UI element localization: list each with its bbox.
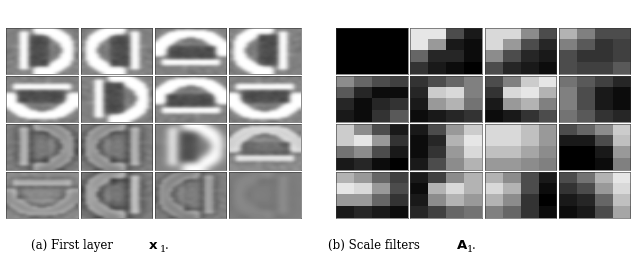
Text: (b) Scale filters: (b) Scale filters [328, 239, 424, 252]
Text: $\mathbf{x}$: $\mathbf{x}$ [148, 239, 159, 252]
Text: (a) First layer: (a) First layer [31, 239, 116, 252]
Text: .: . [165, 239, 169, 252]
Text: .: . [472, 239, 476, 252]
Text: 1: 1 [159, 245, 166, 254]
Text: $\mathbf{A}$: $\mathbf{A}$ [456, 239, 468, 252]
Text: 1: 1 [467, 245, 473, 254]
